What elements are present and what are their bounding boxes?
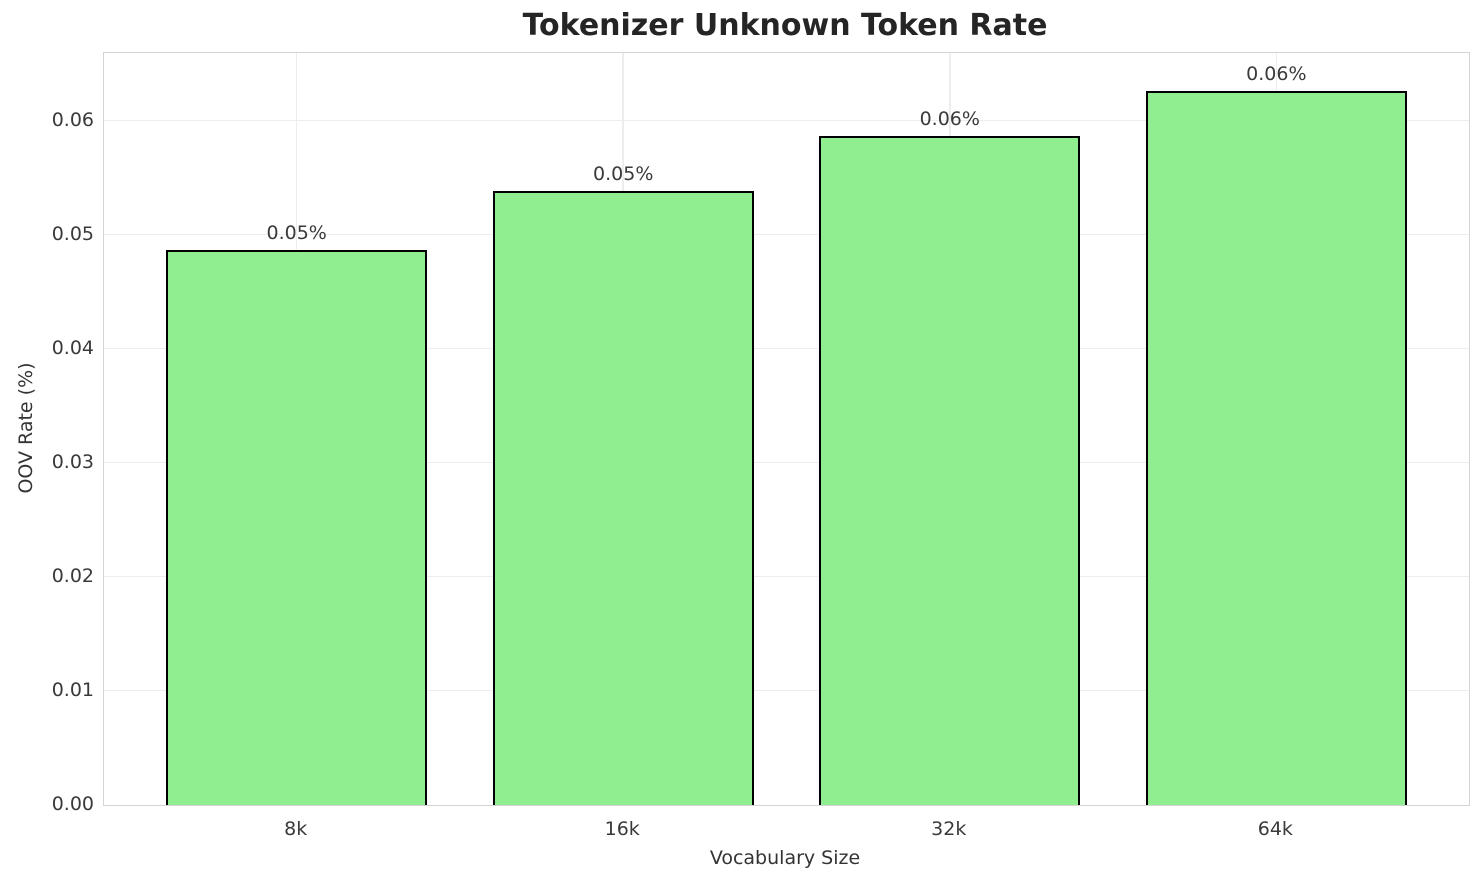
- bar-value-label: 0.06%: [1246, 62, 1307, 85]
- plot-area: 0.05% 0.05% 0.06% 0.06%: [103, 52, 1470, 806]
- y-tick-label: 0.04: [51, 337, 94, 360]
- x-tick-label: 32k: [931, 818, 967, 840]
- bar-64k: [1145, 90, 1407, 805]
- y-tick-label: 0.00: [51, 793, 94, 815]
- bar-32k: [819, 136, 1081, 805]
- bar-8k: [166, 250, 428, 805]
- x-tick-label: 64k: [1257, 818, 1293, 840]
- y-gridline: [104, 461, 1469, 464]
- y-gridline: [104, 689, 1469, 692]
- bar-value-label: 0.06%: [919, 108, 980, 131]
- y-gridline: [104, 119, 1469, 122]
- y-gridline: [104, 233, 1469, 236]
- y-tick-label: 0.03: [51, 451, 94, 474]
- bar-value-label: 0.05%: [593, 162, 654, 185]
- bar-value-label: 0.05%: [266, 222, 327, 245]
- y-tick-label: 0.02: [51, 565, 94, 588]
- y-gridline: [104, 575, 1469, 578]
- x-tick-label: 8k: [284, 818, 308, 840]
- y-tick-label: 0.01: [51, 679, 94, 702]
- y-tick-label: 0.06: [51, 109, 94, 132]
- y-tick-label: 0.05: [51, 223, 94, 246]
- bar-16k: [492, 190, 754, 805]
- x-axis-label: Vocabulary Size: [709, 847, 861, 869]
- chart-title: Tokenizer Unknown Token Rate: [522, 8, 1048, 43]
- x-tick-label: 16k: [604, 818, 640, 840]
- y-gridline: [104, 347, 1469, 350]
